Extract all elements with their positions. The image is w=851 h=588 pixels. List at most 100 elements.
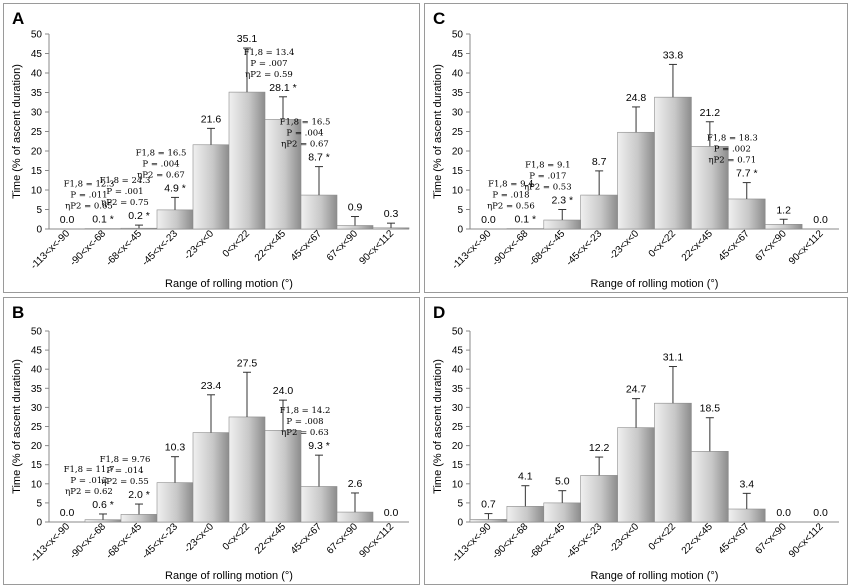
stat-annotation: P = .007 — [250, 59, 287, 69]
x-tick-label: 0<x<22 — [221, 228, 253, 260]
stat-annotation: F1,8 = 12.3 — [64, 180, 115, 190]
y-tick-label: 15 — [31, 166, 43, 177]
stat-annotation: F1,8 = 9.4 — [488, 180, 533, 190]
stat-annotation: ηP2 = 0.55 — [101, 477, 149, 487]
chart-d: 051015202530354045500.7-113<x<-904.1-90<… — [432, 327, 839, 582]
data-label: 5.0 — [555, 476, 570, 488]
stat-annotation: P = .002 — [714, 145, 751, 155]
bar — [691, 451, 729, 523]
stat-annotation: ηP2 = 0.67 — [281, 140, 329, 150]
y-tick-label: 25 — [452, 127, 464, 138]
stat-annotation: P = .017 — [529, 172, 566, 182]
y-tick-label: 10 — [452, 479, 464, 490]
y-tick-label: 5 — [36, 205, 42, 216]
data-label: 24.8 — [626, 92, 647, 104]
data-label: 0.0 — [481, 214, 496, 226]
y-tick-label: 20 — [31, 147, 43, 158]
stat-annotation: F1,8 = 9.1 — [525, 161, 570, 171]
data-label: 33.8 — [663, 49, 684, 61]
data-label: 0.0 — [813, 214, 828, 226]
y-axis-title: Time (% of ascent duration) — [11, 359, 23, 494]
y-tick-label: 45 — [31, 346, 43, 357]
x-tick-label: -45<x<-23 — [564, 228, 604, 268]
y-tick-label: 30 — [31, 403, 43, 414]
bar — [336, 511, 374, 523]
stat-annotation: P = .008 — [286, 417, 323, 427]
y-tick-label: 35 — [452, 384, 464, 395]
data-label: 0.0 — [384, 507, 399, 519]
x-tick-label: 67<x<90 — [325, 228, 361, 264]
x-tick-label: -90<x<-68 — [490, 521, 530, 561]
x-tick-label: -23<x<0 — [607, 521, 641, 555]
y-tick-label: 20 — [452, 441, 464, 452]
data-label: 0.9 — [348, 202, 363, 214]
y-tick-label: 10 — [31, 186, 43, 197]
x-tick-label: -68<x<-45 — [527, 521, 567, 561]
stat-annotation: P = .012 — [70, 476, 107, 486]
bar — [336, 225, 374, 230]
bar — [543, 502, 582, 523]
stat-annotation: ηP2 = 0.65 — [65, 202, 113, 212]
y-tick-label: 10 — [31, 479, 43, 490]
y-tick-label: 20 — [452, 147, 464, 158]
x-tick-label: 22<x<45 — [680, 228, 716, 264]
stat-annotation: P = .001 — [106, 187, 143, 197]
data-label: 2.6 — [348, 478, 363, 490]
y-tick-label: 5 — [457, 498, 463, 509]
data-label: 18.5 — [700, 403, 721, 415]
x-tick-label: 67<x<90 — [325, 521, 361, 557]
data-label: 27.5 — [237, 357, 258, 369]
x-tick-label: 90<x<112 — [787, 228, 826, 267]
x-tick-label: -68<x<-45 — [104, 228, 144, 268]
x-axis-title: Range of rolling motion (°) — [591, 570, 719, 582]
panel-c: C 0 5 10 15 20 25 30 35 40 45 50 0.0 -113<x<-90 0.1 *… — [424, 3, 848, 293]
stat-annotation: P = .011 — [70, 191, 107, 201]
x-tick-label: -45<x<-23 — [564, 521, 604, 561]
data-label: 8.7 * — [308, 152, 330, 164]
x-tick-label: -90<x<-68 — [68, 228, 108, 268]
x-tick-label: 90<x<112 — [787, 521, 826, 560]
y-tick-label: 50 — [31, 30, 43, 41]
x-tick-label: -23<x<0 — [182, 228, 216, 262]
bar — [506, 506, 545, 523]
stat-annotation: ηP2 = 0.71 — [708, 156, 756, 166]
y-tick-label: 50 — [31, 327, 43, 338]
data-label: 35.1 — [237, 33, 258, 45]
data-label: 7.7 * — [736, 168, 758, 180]
data-label: 24.0 — [273, 385, 294, 397]
x-axis-title: Range of rolling motion (°) — [165, 570, 293, 582]
data-label: 23.4 — [201, 380, 222, 392]
y-tick-label: 0 — [457, 225, 463, 236]
bar — [264, 430, 302, 523]
stat-annotation: ηP2 = 0.56 — [487, 202, 535, 212]
bar — [580, 475, 618, 523]
panel-label: C — [433, 9, 446, 28]
stat-annotation: ηP2 = 0.62 — [65, 487, 113, 497]
bar — [300, 194, 338, 230]
data-label: 8.7 — [592, 156, 607, 168]
x-tick-label: 45<x<67 — [717, 228, 753, 264]
x-tick-label: 90<x<112 — [357, 228, 396, 267]
bar — [192, 144, 230, 230]
x-tick-label: 67<x<90 — [753, 228, 789, 264]
x-tick-label: 22<x<45 — [680, 521, 716, 557]
y-axis-title: Time (% of ascent duration) — [11, 64, 23, 199]
bar — [727, 508, 766, 523]
bar — [264, 119, 302, 230]
x-tick-label: 0<x<22 — [221, 521, 253, 553]
x-tick-label: -68<x<-45 — [104, 521, 144, 561]
x-axis-title: Range of rolling motion (°) — [165, 278, 293, 290]
panel-a: A 0 5 10 15 20 25 30 35 40 45 50 0.0 -113<x<-90 0.1 *… — [3, 3, 420, 293]
x-tick-label: 90<x<112 — [357, 521, 396, 560]
stat-annotation: F1,8 = 13.4 — [244, 48, 295, 58]
bar — [156, 209, 194, 230]
y-tick-label: 50 — [452, 30, 464, 41]
data-label: 21.2 — [700, 107, 721, 119]
data-label: 3.4 — [739, 478, 754, 490]
y-tick-label: 15 — [31, 460, 43, 471]
y-tick-label: 50 — [452, 327, 464, 338]
x-tick-label: -45<x<-23 — [140, 228, 180, 268]
x-tick-label: -45<x<-23 — [140, 521, 180, 561]
y-tick-label: 25 — [31, 422, 43, 433]
